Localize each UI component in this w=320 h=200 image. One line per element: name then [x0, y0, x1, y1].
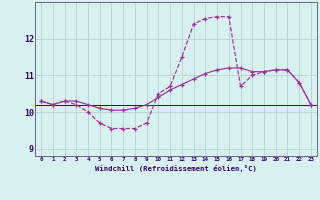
X-axis label: Windchill (Refroidissement éolien,°C): Windchill (Refroidissement éolien,°C): [95, 165, 257, 172]
